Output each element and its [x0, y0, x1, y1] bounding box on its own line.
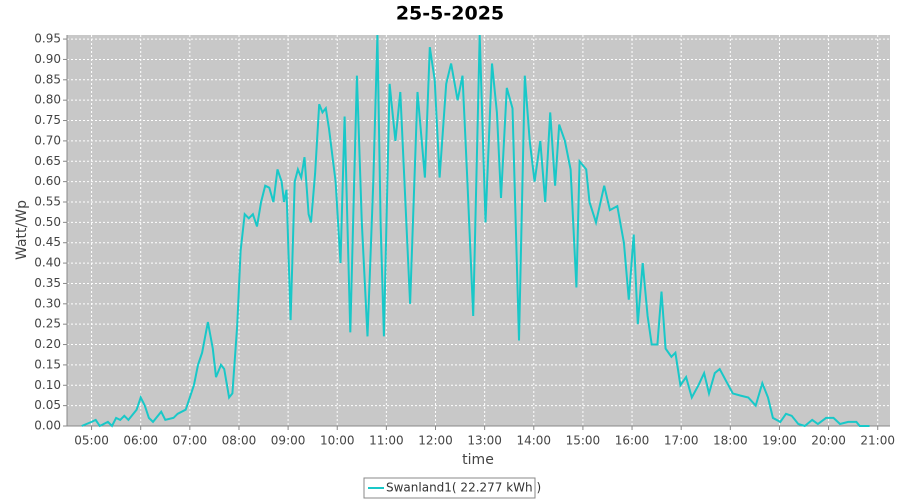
x-tick-label: 14:00	[516, 434, 551, 448]
x-tick-label: 15:00	[566, 434, 601, 448]
y-tick-label: 0.05	[34, 398, 61, 412]
chart-title: 25-5-2025	[396, 3, 504, 25]
y-axis-label: Watt/Wp	[14, 200, 30, 260]
legend-label: Swanland1( 22.277 kWh )	[386, 481, 541, 495]
y-tick-label: 0.20	[34, 337, 61, 351]
y-tick-label: 0.70	[34, 133, 61, 147]
x-tick-label: 07:00	[173, 434, 208, 448]
x-tick-label: 16:00	[615, 434, 650, 448]
y-tick-label: 0.90	[34, 52, 61, 66]
legend-box	[363, 477, 536, 499]
x-tick-label: 12:00	[418, 434, 453, 448]
x-tick-label: 11:00	[369, 434, 404, 448]
y-tick-label: 0.45	[34, 235, 61, 249]
y-tick-label: 0.00	[34, 419, 61, 433]
y-tick-label: 0.55	[34, 194, 61, 208]
y-tick-label: 0.15	[34, 357, 61, 371]
y-tick-label: 0.30	[34, 296, 61, 310]
y-tick-label: 0.60	[34, 174, 61, 188]
y-tick-label: 0.85	[34, 72, 61, 86]
x-tick-label: 21:00	[860, 434, 895, 448]
x-tick-label: 18:00	[713, 434, 748, 448]
x-tick-label: 10:00	[320, 434, 355, 448]
y-tick-label: 0.35	[34, 276, 61, 290]
y-tick-label: 0.95	[34, 32, 61, 46]
y-tick-label: 0.25	[34, 317, 61, 331]
x-tick-label: 13:00	[467, 434, 502, 448]
x-tick-label: 08:00	[222, 434, 257, 448]
x-tick-label: 06:00	[123, 434, 158, 448]
x-tick-label: 05:00	[74, 434, 109, 448]
y-tick-label: 0.40	[34, 256, 61, 270]
x-tick-label: 09:00	[271, 434, 306, 448]
x-tick-label: 20:00	[811, 434, 846, 448]
series-line	[81, 34, 870, 428]
y-tick-label: 0.80	[34, 93, 61, 107]
x-axis-label: time	[462, 452, 494, 468]
y-tick-label: 0.50	[34, 215, 61, 229]
x-tick-label: 17:00	[664, 434, 699, 448]
y-tick-label: 0.65	[34, 154, 61, 168]
x-tick-label: 19:00	[762, 434, 797, 448]
y-tick-label: 0.10	[34, 378, 61, 392]
y-tick-label: 0.75	[34, 113, 61, 127]
